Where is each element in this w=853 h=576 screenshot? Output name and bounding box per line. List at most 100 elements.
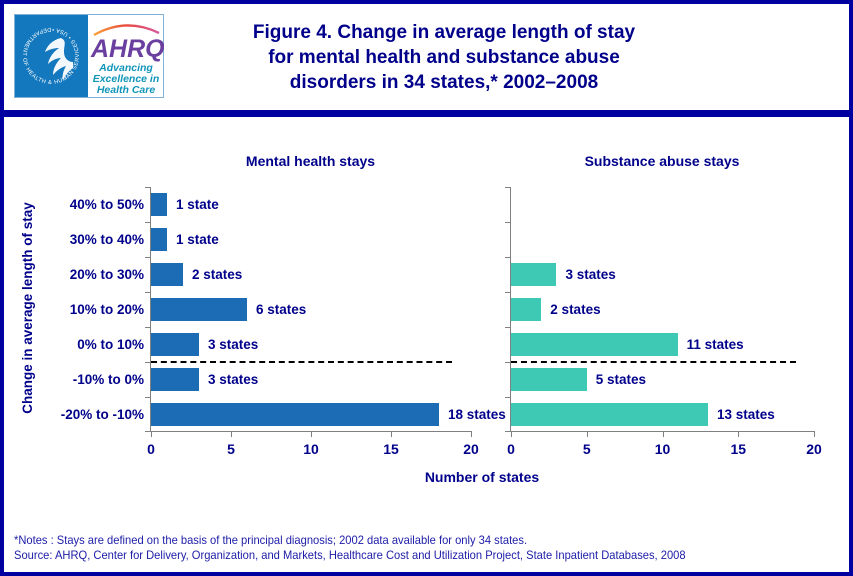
y-axis-tick: [145, 431, 151, 432]
category-label: -10% to 0%: [72, 372, 144, 387]
y-axis-tick: [505, 292, 511, 293]
y-axis-tick: [505, 397, 511, 398]
x-axis-tick: [391, 431, 392, 437]
bar: [151, 403, 439, 426]
bar-value-label: 5 states: [595, 372, 647, 387]
x-axis-tick: [231, 431, 232, 437]
x-axis-tick: [814, 431, 815, 437]
plot-mental-health: 1 state 1 state 2 states 6 states 3 states 3 …: [145, 187, 506, 457]
bar-row: 3 states: [151, 362, 471, 397]
figure-title-line3: disorders in 34 states,* 2002–2008: [289, 72, 599, 93]
y-axis-tick: [505, 222, 511, 223]
bar-value-label: 13 states: [716, 407, 775, 422]
x-axis-tick: [738, 431, 740, 437]
bar-row: [511, 222, 814, 257]
figure-title-line2: for mental health and substance abuse: [268, 47, 620, 68]
x-axis-tick-label: 20: [806, 441, 822, 457]
x-axis-tick: [511, 431, 512, 437]
category-label: 10% to 20%: [69, 302, 144, 317]
figure-title: Figure 4. Change in average length of st…: [174, 20, 714, 95]
bar-value-label: 3 states: [565, 267, 616, 282]
x-axis-tick-label: 15: [383, 441, 399, 457]
y-axis-tick: [145, 222, 151, 223]
y-axis-tick: [145, 397, 151, 398]
chart-title-substance-abuse: Substance abuse stays: [584, 153, 740, 169]
x-axis-tick-label: 0: [147, 441, 155, 457]
bar: [151, 333, 199, 356]
logo-tagline-line1: Advancing: [98, 62, 153, 74]
y-axis-tick: [145, 362, 151, 363]
bar-value-label: 3 states: [208, 372, 259, 387]
y-axis-tick: [145, 327, 151, 328]
x-axis-tick: [662, 431, 664, 437]
bar-value-label: 3 states: [208, 337, 259, 352]
y-axis-tick: [505, 362, 511, 363]
bar-value-label: 1 state: [176, 197, 219, 212]
y-axis-category-labels: 40% to 50% 30% to 40% 20% to 30% 10% to 20%…: [32, 187, 144, 432]
bar-value-label: 2 states: [192, 267, 243, 282]
y-axis-tick: [145, 257, 151, 258]
x-axis-tick: [471, 431, 472, 437]
y-axis-tick: [145, 292, 151, 293]
rainbow-arc-icon: [93, 24, 160, 37]
logo-tagline-line3: Health Care: [97, 84, 156, 96]
category-label: 30% to 40%: [69, 232, 144, 247]
bar: [511, 333, 678, 356]
bar-row: 3 states: [511, 257, 814, 292]
logo-tagline-line2: Excellence in: [93, 73, 160, 85]
y-axis-tick: [505, 431, 511, 432]
x-axis-title: Number of states: [424, 469, 540, 485]
figure-title-line1: Figure 4. Change in average length of st…: [252, 22, 636, 43]
ahrq-hhs-logo: DEPARTMENT OF HEALTH & HUMAN SERVICES • …: [14, 14, 164, 98]
category-label: -20% to -10%: [60, 407, 144, 422]
x-axis-tick: [151, 431, 152, 437]
chart-area: Mental health stays Substance abuse stay…: [4, 117, 849, 572]
source-line: Source: AHRQ, Center for Delivery, Organ…: [14, 548, 686, 562]
x-axis-tick: [311, 431, 312, 437]
category-label: 40% to 50%: [69, 197, 144, 212]
x-axis-tick: [586, 431, 588, 437]
bar: [151, 263, 183, 286]
x-axis-tick-label: 10: [654, 441, 671, 457]
bar-row: 1 state: [151, 222, 471, 257]
x-axis-tick-label: 5: [582, 441, 591, 457]
y-axis-tick: [505, 327, 511, 328]
bar-row: 2 states: [151, 257, 471, 292]
header: DEPARTMENT OF HEALTH & HUMAN SERVICES • …: [4, 4, 849, 110]
x-axis-tick-label: 0: [507, 441, 515, 457]
bar-row: 13 states: [511, 397, 814, 432]
bar-value-label: 6 states: [256, 302, 307, 317]
plot-substance-abuse: 3 states 2 states 11 states 5 states 13 stat…: [505, 187, 822, 457]
header-divider: [4, 110, 849, 117]
x-axis-tick-label: 10: [303, 441, 319, 457]
bar: [511, 263, 557, 286]
ahrq-logo-text: AHRQ: [90, 35, 164, 63]
bar: [151, 368, 199, 391]
bar-row: 5 states: [511, 362, 814, 397]
bar-row: 18 states: [151, 397, 506, 432]
bar-row: 2 states: [511, 292, 814, 327]
category-label: 20% to 30%: [69, 267, 144, 282]
bar-row: 6 states: [151, 292, 471, 327]
bar: [511, 368, 587, 391]
bar: [511, 403, 708, 426]
category-label: 0% to 10%: [77, 337, 144, 352]
x-axis-tick-label: 20: [463, 441, 479, 457]
bar-value-label: 11 states: [686, 337, 744, 352]
bar-row: 11 states: [511, 327, 814, 362]
zero-change-dashed-line: [151, 361, 452, 363]
footer-notes: *Notes : Stays are defined on the basis …: [14, 533, 786, 563]
notes-line: *Notes : Stays are defined on the basis …: [14, 533, 528, 547]
bar: [151, 193, 167, 216]
bar: [151, 228, 167, 251]
bar: [511, 298, 542, 321]
bar-value-label: 1 state: [176, 232, 219, 247]
bar-row: [511, 187, 814, 222]
bar-value-label: 18 states: [448, 407, 506, 422]
y-axis-tick: [145, 187, 151, 188]
x-axis-tick-label: 15: [730, 441, 747, 457]
y-axis-tick: [505, 257, 511, 258]
bar-row: 1 state: [151, 187, 471, 222]
y-axis-tick: [505, 187, 511, 188]
